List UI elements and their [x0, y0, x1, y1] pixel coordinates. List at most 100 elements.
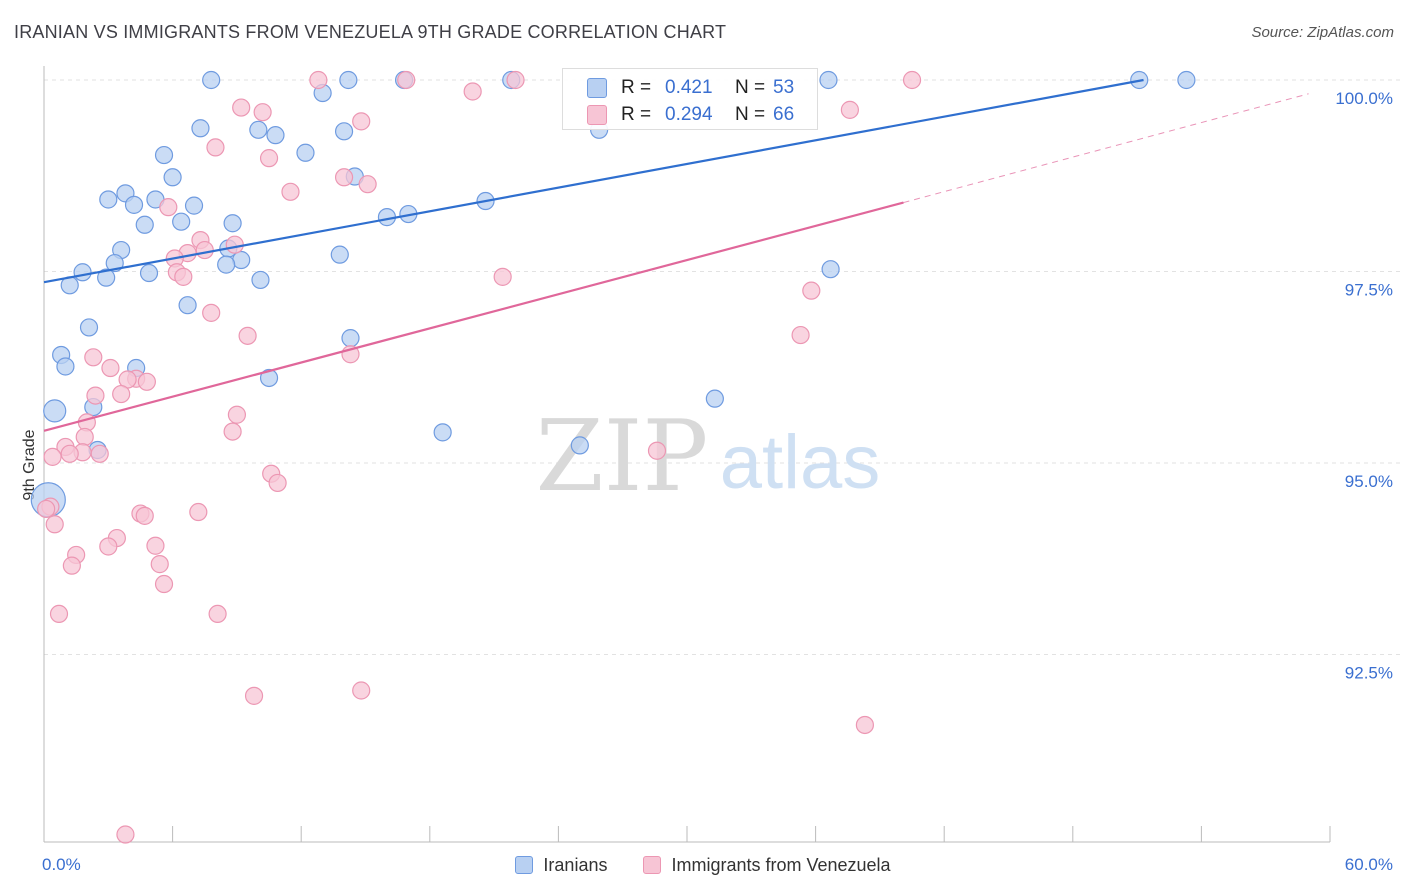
iranian-point	[43, 399, 67, 423]
iranian-point	[821, 260, 840, 279]
y-tick-label: 95.0%	[1345, 472, 1393, 491]
venezuela-point	[259, 149, 279, 168]
y-tick-label: 97.5%	[1345, 281, 1393, 300]
tick-labels: 100.0% 97.5% 95.0% 92.5% 0.0% 60.0%	[42, 89, 1393, 874]
venezuela-point	[802, 281, 821, 300]
iranian-point	[154, 145, 174, 165]
venezuela-point	[60, 444, 79, 463]
iranian-point	[56, 357, 75, 376]
pink-swatch	[587, 104, 607, 125]
iranian-point	[232, 250, 251, 270]
iranian-point	[266, 126, 285, 145]
iranian-point	[172, 212, 191, 231]
y-tick-label: 92.5%	[1345, 664, 1393, 683]
x-tick-label: 60.0%	[1345, 855, 1393, 874]
iranian-point	[259, 368, 279, 388]
iranian-point	[184, 196, 204, 215]
venezuela-point	[37, 499, 56, 519]
venezuela-point	[281, 182, 300, 201]
iranian-point	[79, 318, 99, 337]
venezuela-point	[334, 168, 354, 187]
venezuela-point	[225, 235, 244, 254]
iranian-point	[705, 389, 724, 408]
bottom-legend: Iranians Immigrants from Venezuela	[0, 852, 1406, 878]
source-label: Source: ZipAtlas.com	[1251, 24, 1394, 41]
iranian-point	[97, 268, 116, 287]
venezuela-point	[159, 198, 178, 217]
venezuela-point	[174, 267, 193, 286]
venezuela-point	[62, 556, 81, 575]
iranian-point	[135, 215, 154, 234]
blue-swatch	[587, 77, 607, 98]
iranian-trend-line	[43, 78, 1144, 284]
venezuela-point	[43, 447, 62, 466]
iranian-point	[330, 245, 349, 264]
iranian-point	[223, 214, 242, 233]
venezuela-point	[99, 537, 118, 556]
venezuela-point	[84, 348, 103, 367]
r-label: R =	[621, 103, 652, 125]
venezuela-point	[189, 502, 208, 522]
venezuela-point	[463, 82, 482, 101]
iranian-point	[178, 296, 197, 315]
n-label: N =	[735, 76, 766, 98]
iranian-point	[819, 70, 838, 90]
venezuela-point	[840, 100, 859, 119]
legend-label-iranians: Iranians	[543, 854, 608, 875]
venezuela-trend-line	[43, 201, 904, 432]
iranian-point	[249, 120, 268, 139]
venezuela-point	[146, 536, 165, 555]
venezuela-point	[86, 386, 105, 405]
r-value: 0.421	[665, 76, 713, 98]
venezuela-trend-extension	[903, 93, 1309, 204]
iranian-point	[339, 70, 358, 90]
venezuela-point	[150, 555, 169, 574]
venezuela-point	[358, 175, 377, 194]
iranian-point	[73, 263, 92, 282]
chart-title: IRANIAN VS IMMIGRANTS FROM VENEZUELA 9TH…	[14, 22, 727, 42]
venezuela-point	[206, 138, 225, 157]
n-value: 66	[773, 103, 795, 125]
iranian-point	[334, 122, 354, 141]
iranian-point	[1177, 70, 1196, 90]
venezuela-point	[268, 473, 287, 493]
venezuela-point	[116, 825, 135, 844]
iranian-point	[570, 436, 589, 455]
iranian-point	[251, 270, 270, 290]
watermark-zip: ZIP	[536, 400, 709, 514]
venezuela-point	[352, 681, 371, 700]
legend-item-iranians[interactable]: Iranians	[515, 855, 607, 876]
venezuela-point	[902, 70, 922, 90]
iranian-point	[163, 168, 182, 187]
trend-lines	[43, 78, 1309, 432]
iranian-point	[202, 70, 221, 90]
legend-swatch-blue	[515, 856, 534, 874]
data-points	[30, 70, 1196, 844]
venezuela-point	[855, 715, 874, 735]
venezuela-point	[49, 604, 69, 624]
stats-row-venezuela: R = 0.294 N = 66	[587, 101, 803, 128]
venezuela-point	[506, 70, 525, 90]
x-tick-label: 0.0%	[42, 855, 81, 874]
stats-row-iranians: R = 0.421 N = 53	[587, 74, 803, 101]
venezuela-point	[232, 98, 251, 117]
venezuela-point	[135, 506, 154, 525]
venezuela-point	[352, 112, 371, 131]
venezuela-point	[223, 422, 242, 441]
legend-item-venezuela[interactable]: Immigrants from Venezuela	[643, 854, 891, 876]
iranian-point	[139, 263, 159, 283]
n-label: N =	[735, 103, 766, 125]
legend-label-venezuela: Immigrants from Venezuela	[671, 854, 891, 875]
legend-swatch-pink	[643, 856, 662, 874]
watermark-atlas: atlas	[720, 420, 881, 505]
venezuela-point	[90, 444, 109, 463]
watermark: ZIP atlas	[536, 400, 881, 514]
venezuela-point	[112, 384, 131, 404]
r-label: R =	[621, 76, 652, 98]
venezuela-point	[154, 574, 174, 594]
venezuela-point	[791, 325, 810, 345]
iranian-point	[99, 190, 118, 209]
venezuela-point	[244, 686, 264, 705]
venezuela-point	[397, 70, 416, 90]
